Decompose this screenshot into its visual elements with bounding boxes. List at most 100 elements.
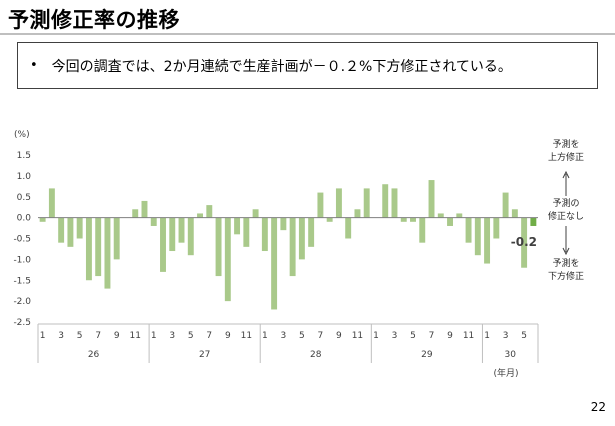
bar-49: [484, 217, 491, 264]
year-label: 26: [88, 350, 100, 360]
bar-1: [39, 217, 46, 222]
bar-2: [48, 188, 55, 218]
bar-18: [197, 213, 203, 218]
month-tick-label: 11: [463, 331, 474, 341]
annotation-no-change: 予測の修正なし: [548, 197, 584, 222]
bar-12: [141, 200, 148, 218]
bar-17: [187, 217, 194, 256]
year-label: 28: [310, 350, 322, 360]
y-tick-label: 0.5: [17, 193, 31, 203]
bar-32: [326, 217, 333, 222]
bar-52: [511, 209, 518, 218]
month-tick-label: 3: [281, 331, 287, 341]
x-axis-unit-label: (年月): [493, 367, 518, 379]
month-tick-label: 7: [318, 331, 324, 341]
y-tick-label: -2.0: [13, 297, 31, 307]
y-tick-label: -2.5: [13, 318, 31, 328]
bar-39: [391, 188, 398, 218]
summary-text: 今回の調査では、2か月連続で生産計画が－０.２%下方修正されている。: [51, 58, 512, 75]
month-tick-label: 9: [225, 331, 231, 341]
y-tick-label: 1.5: [17, 151, 31, 161]
month-tick-label: 5: [299, 331, 305, 341]
bar-34: [345, 217, 352, 239]
y-tick-label: 0.0: [17, 214, 32, 224]
bar-50: [493, 217, 500, 239]
bar-41: [410, 217, 416, 222]
bar-45: [447, 217, 453, 226]
bar-48: [474, 217, 481, 256]
bar-9: [113, 217, 120, 260]
year-label: 30: [504, 350, 516, 360]
page-title: 予測修正率の推移: [8, 8, 180, 32]
arrow-up-head-icon: [562, 170, 570, 179]
bar-30: [308, 217, 315, 247]
year-label: 27: [199, 350, 210, 360]
title-divider: [0, 33, 615, 35]
month-tick-label: 7: [206, 331, 212, 341]
month-tick-label: 1: [151, 331, 157, 341]
bar-35: [354, 209, 361, 218]
year-label: 29: [421, 350, 433, 360]
bar-14: [160, 217, 166, 272]
month-tick-label: 5: [188, 331, 194, 341]
bar-43: [428, 180, 435, 218]
bar-38: [382, 184, 389, 218]
bar-33: [335, 188, 342, 218]
month-tick-label: 5: [410, 331, 416, 341]
month-tick-label: 5: [77, 331, 83, 341]
bar-40: [400, 217, 407, 222]
month-tick-label: 9: [114, 331, 120, 341]
bar-5: [76, 217, 83, 239]
bar-44: [437, 213, 444, 218]
month-tick-label: 3: [169, 331, 175, 341]
bar-16: [178, 217, 185, 243]
month-tick-label: 3: [58, 331, 64, 341]
bar-20: [215, 217, 222, 277]
bar-11: [132, 209, 139, 218]
y-tick-label: -1.5: [13, 276, 31, 286]
month-tick-label: 1: [262, 331, 268, 341]
bar-29: [298, 217, 305, 260]
bar-31: [317, 192, 324, 218]
bar-21: [224, 217, 231, 302]
bar-28: [289, 217, 296, 277]
bar-27: [280, 217, 287, 231]
page-number: 22: [590, 400, 606, 414]
bar-26: [271, 217, 278, 310]
bar-13: [150, 217, 157, 226]
bar-6: [85, 217, 92, 281]
bar-3: [58, 217, 65, 243]
bar-25: [261, 217, 268, 252]
month-tick-label: 1: [40, 331, 46, 341]
month-tick-label: 1: [484, 331, 490, 341]
month-tick-label: 9: [447, 331, 453, 341]
bar-42: [419, 217, 426, 243]
bar-24: [252, 209, 259, 218]
bar-4: [67, 217, 74, 247]
annotation-upward: 予測を上方修正: [548, 138, 584, 163]
arrow-down-head-icon: [562, 247, 570, 256]
y-tick-label: -1.0: [13, 255, 31, 265]
last-value-label: -0.2: [511, 235, 537, 249]
bar-47: [465, 217, 472, 243]
bar-53: [521, 217, 528, 268]
month-tick-label: 3: [392, 331, 398, 341]
bar-54: [530, 217, 537, 226]
y-tick-label: -0.5: [13, 235, 31, 245]
bar-19: [206, 205, 213, 218]
month-tick-label: 7: [429, 331, 435, 341]
month-tick-label: 1: [373, 331, 379, 341]
bar-22: [234, 217, 241, 235]
bar-8: [104, 217, 111, 289]
y-axis-unit-label: (%): [14, 130, 30, 140]
bar-15: [169, 217, 176, 252]
bar-7: [95, 217, 102, 277]
month-tick-label: 9: [336, 331, 342, 341]
month-tick-label: 3: [503, 331, 509, 341]
bar-36: [363, 188, 370, 218]
month-tick-label: 5: [521, 331, 527, 341]
bar-23: [243, 217, 250, 247]
summary-box: • 今回の調査では、2か月連続で生産計画が－０.２%下方修正されている。: [17, 42, 598, 89]
month-tick-label: 7: [95, 331, 101, 341]
